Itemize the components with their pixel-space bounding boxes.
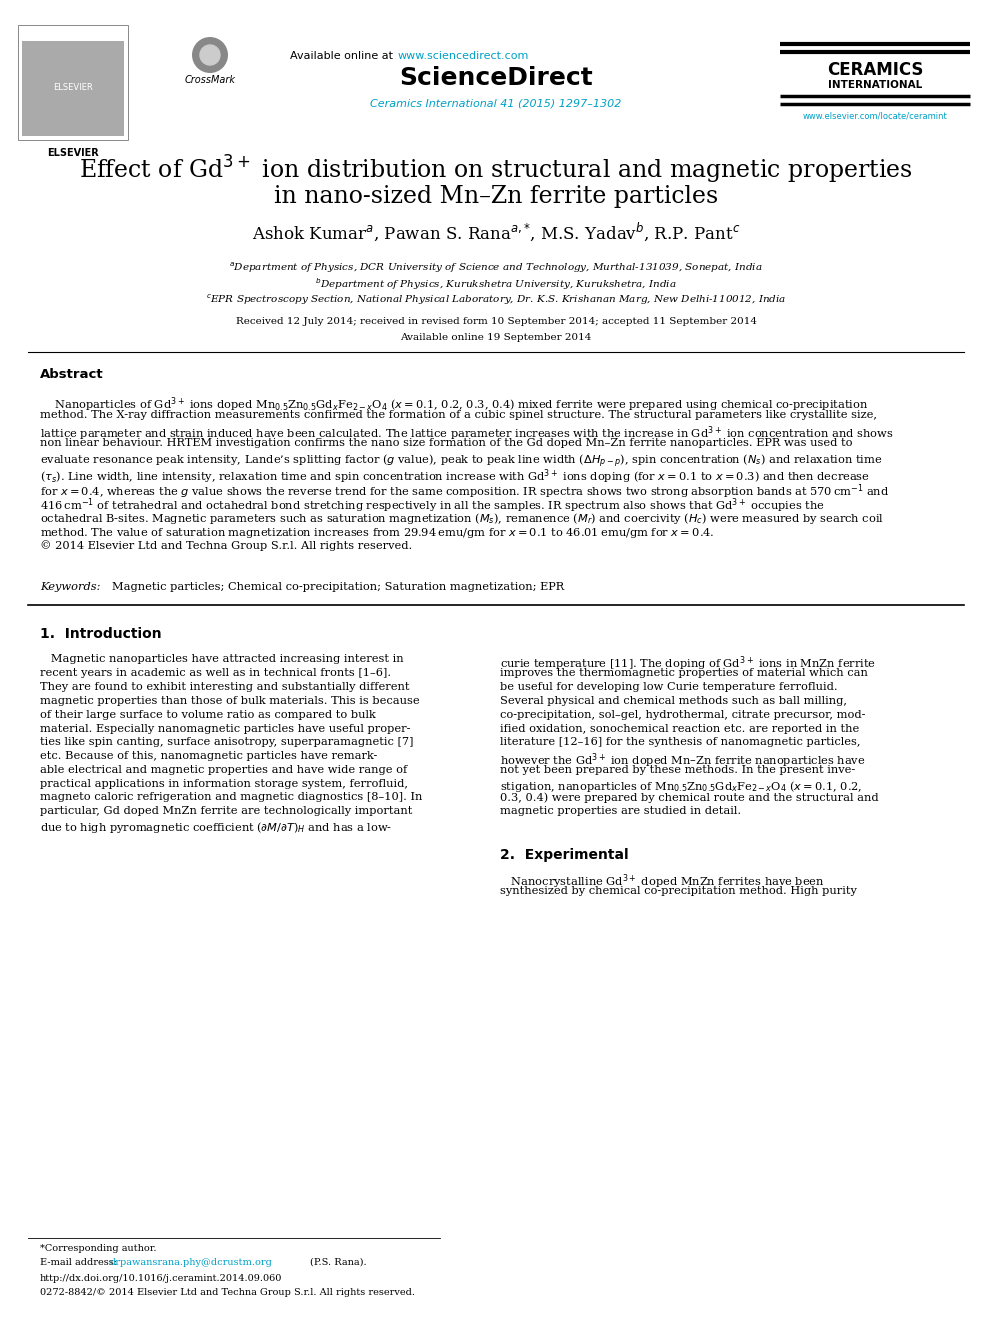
Text: due to high pyromagnetic coefficient ($\partial M/\partial T)_H$ and has a low-: due to high pyromagnetic coefficient ($\… xyxy=(40,820,392,835)
Text: ified oxidation, sonochemical reaction etc. are reported in the: ified oxidation, sonochemical reaction e… xyxy=(500,724,859,733)
Text: evaluate resonance peak intensity, Lande’s splitting factor ($g$ value), peak to: evaluate resonance peak intensity, Lande… xyxy=(40,452,882,471)
Text: magnetic properties are studied in detail.: magnetic properties are studied in detai… xyxy=(500,806,741,816)
Circle shape xyxy=(192,37,228,73)
Text: Magnetic nanoparticles have attracted increasing interest in: Magnetic nanoparticles have attracted in… xyxy=(40,655,404,664)
Text: ScienceDirect: ScienceDirect xyxy=(399,66,593,90)
Text: Several physical and chemical methods such as ball milling,: Several physical and chemical methods su… xyxy=(500,696,847,706)
Text: www.sciencedirect.com: www.sciencedirect.com xyxy=(398,52,530,61)
Text: particular, Gd doped MnZn ferrite are technologically important: particular, Gd doped MnZn ferrite are te… xyxy=(40,806,413,816)
Text: CrossMark: CrossMark xyxy=(185,75,235,85)
Text: co-precipitation, sol–gel, hydrothermal, citrate precursor, mod-: co-precipitation, sol–gel, hydrothermal,… xyxy=(500,709,865,720)
Text: Received 12 July 2014; received in revised form 10 September 2014; accepted 11 S: Received 12 July 2014; received in revis… xyxy=(235,318,757,327)
Text: $^a$Department of Physics, DCR University of Science and Technology, Murthal-131: $^a$Department of Physics, DCR Universit… xyxy=(229,261,763,275)
FancyBboxPatch shape xyxy=(22,41,124,136)
Text: Abstract: Abstract xyxy=(40,368,103,381)
Text: Nanocrystalline Gd$^{3+}$ doped MnZn ferrites have been: Nanocrystalline Gd$^{3+}$ doped MnZn fer… xyxy=(500,872,824,890)
Text: Effect of Gd$^{3+}$ ion distribution on structural and magnetic properties: Effect of Gd$^{3+}$ ion distribution on … xyxy=(79,153,913,187)
Text: Nanoparticles of Gd$^{3+}$ ions doped Mn$_{0.5}$Zn$_{0.5}$Gd$_x$Fe$_{2-x}$O$_4$ : Nanoparticles of Gd$^{3+}$ ions doped Mn… xyxy=(40,396,868,414)
Text: Magnetic particles; Chemical co-precipitation; Saturation magnetization; EPR: Magnetic particles; Chemical co-precipit… xyxy=(112,582,564,593)
Text: Ceramics International 41 (2015) 1297–1302: Ceramics International 41 (2015) 1297–13… xyxy=(370,98,622,108)
Text: octahedral B-sites. Magnetic parameters such as saturation magnetization ($M_s$): octahedral B-sites. Magnetic parameters … xyxy=(40,511,884,527)
Text: drpawansrana.phy@dcrustm.org: drpawansrana.phy@dcrustm.org xyxy=(110,1258,273,1267)
Text: *Corresponding author.: *Corresponding author. xyxy=(40,1244,157,1253)
Text: http://dx.doi.org/10.1016/j.ceramint.2014.09.060: http://dx.doi.org/10.1016/j.ceramint.201… xyxy=(40,1274,283,1283)
Text: magneto caloric refrigeration and magnetic diagnostics [8–10]. In: magneto caloric refrigeration and magnet… xyxy=(40,792,423,803)
Text: ELSEVIER: ELSEVIER xyxy=(54,82,93,91)
Text: method. The value of saturation magnetization increases from 29.94 emu/gm for $x: method. The value of saturation magnetiz… xyxy=(40,525,714,540)
Text: etc. Because of this, nanomagnetic particles have remark-: etc. Because of this, nanomagnetic parti… xyxy=(40,751,377,761)
Text: ($\tau_s$). Line width, line intensity, relaxation time and spin concentration i: ($\tau_s$). Line width, line intensity, … xyxy=(40,467,870,486)
Text: www.elsevier.com/locate/ceramint: www.elsevier.com/locate/ceramint xyxy=(803,111,947,120)
Text: curie temperature [11]. The doping of Gd$^{3+}$ ions in MnZn ferrite: curie temperature [11]. The doping of Gd… xyxy=(500,655,876,673)
Text: however the Gd$^{3+}$ ion doped Mn–Zn ferrite nanoparticles have: however the Gd$^{3+}$ ion doped Mn–Zn fe… xyxy=(500,751,866,770)
Text: 1.  Introduction: 1. Introduction xyxy=(40,627,162,640)
Text: be useful for developing low Curie temperature ferrofluid.: be useful for developing low Curie tempe… xyxy=(500,683,837,692)
Text: Ashok Kumar$^a$, Pawan S. Rana$^{a,{*}}$, M.S. Yadav$^b$, R.P. Pant$^c$: Ashok Kumar$^a$, Pawan S. Rana$^{a,{*}}$… xyxy=(252,221,740,243)
Text: improves the thermomagnetic properties of material which can: improves the thermomagnetic properties o… xyxy=(500,668,868,679)
Text: for $x$ = 0.4, whereas the $g$ value shows the reverse trend for the same compos: for $x$ = 0.4, whereas the $g$ value sho… xyxy=(40,482,889,500)
Text: ELSEVIER: ELSEVIER xyxy=(48,148,99,157)
Text: synthesized by chemical co-precipitation method. High purity: synthesized by chemical co-precipitation… xyxy=(500,886,857,896)
Text: 0272-8842/© 2014 Elsevier Ltd and Techna Group S.r.l. All rights reserved.: 0272-8842/© 2014 Elsevier Ltd and Techna… xyxy=(40,1289,415,1297)
Text: INTERNATIONAL: INTERNATIONAL xyxy=(828,79,923,90)
Text: in nano-sized Mn–Zn ferrite particles: in nano-sized Mn–Zn ferrite particles xyxy=(274,184,718,208)
Text: literature [12–16] for the synthesis of nanomagnetic particles,: literature [12–16] for the synthesis of … xyxy=(500,737,860,747)
Text: 2.  Experimental: 2. Experimental xyxy=(500,848,629,863)
Text: © 2014 Elsevier Ltd and Techna Group S.r.l. All rights reserved.: © 2014 Elsevier Ltd and Techna Group S.r… xyxy=(40,540,413,550)
Text: practical applications in information storage system, ferrofluid,: practical applications in information st… xyxy=(40,779,408,789)
Text: magnetic properties than those of bulk materials. This is because: magnetic properties than those of bulk m… xyxy=(40,696,420,706)
FancyBboxPatch shape xyxy=(18,25,128,140)
Text: Available online at: Available online at xyxy=(290,52,396,61)
Text: Available online 19 September 2014: Available online 19 September 2014 xyxy=(401,333,591,343)
Text: material. Especially nanomagnetic particles have useful proper-: material. Especially nanomagnetic partic… xyxy=(40,724,411,733)
Text: E-mail address:: E-mail address: xyxy=(40,1258,117,1267)
Text: $^c$EPR Spectroscopy Section, National Physical Laboratory, Dr. K.S. Krishanan M: $^c$EPR Spectroscopy Section, National P… xyxy=(205,292,787,307)
Text: of their large surface to volume ratio as compared to bulk: of their large surface to volume ratio a… xyxy=(40,709,376,720)
Text: 0.3, 0.4) were prepared by chemical route and the structural and: 0.3, 0.4) were prepared by chemical rout… xyxy=(500,792,879,803)
Text: not yet been prepared by these methods. In the present inve-: not yet been prepared by these methods. … xyxy=(500,765,855,775)
Text: able electrical and magnetic properties and have wide range of: able electrical and magnetic properties … xyxy=(40,765,408,775)
Text: method. The X-ray diffraction measurements confirmed the formation of a cubic sp: method. The X-ray diffraction measuremen… xyxy=(40,410,877,419)
Text: CERAMICS: CERAMICS xyxy=(826,61,924,79)
Text: Keywords:: Keywords: xyxy=(40,582,100,593)
Text: 416 cm$^{-1}$ of tetrahedral and octahedral bond stretching respectively in all : 416 cm$^{-1}$ of tetrahedral and octahed… xyxy=(40,496,824,515)
Text: ties like spin canting, surface anisotropy, superparamagnetic [7]: ties like spin canting, surface anisotro… xyxy=(40,737,414,747)
Text: $^b$Department of Physics, Kurukshetra University, Kurukshetra, India: $^b$Department of Physics, Kurukshetra U… xyxy=(315,277,677,292)
Text: They are found to exhibit interesting and substantially different: They are found to exhibit interesting an… xyxy=(40,683,410,692)
Text: non linear behaviour. HRTEM investigation confirms the nano size formation of th: non linear behaviour. HRTEM investigatio… xyxy=(40,438,852,448)
Circle shape xyxy=(200,45,220,65)
Text: lattice parameter and strain induced have been calculated. The lattice parameter: lattice parameter and strain induced hav… xyxy=(40,423,894,443)
Text: (P.S. Rana).: (P.S. Rana). xyxy=(310,1258,367,1267)
Text: recent years in academic as well as in technical fronts [1–6].: recent years in academic as well as in t… xyxy=(40,668,391,679)
Text: stigation, nanoparticles of Mn$_{0.5}$Zn$_{0.5}$Gd$_x$Fe$_{2-x}$O$_4$ ($x$ = 0.1: stigation, nanoparticles of Mn$_{0.5}$Zn… xyxy=(500,779,862,794)
